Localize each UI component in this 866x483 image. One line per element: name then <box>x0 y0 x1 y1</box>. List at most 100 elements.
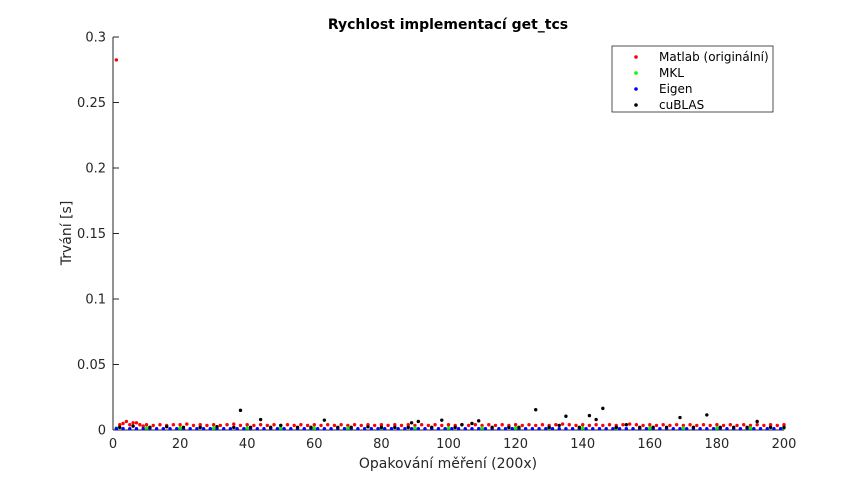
data-point-mkl <box>513 426 518 430</box>
data-point-eigen <box>604 426 608 431</box>
data-point-matlab <box>688 423 692 427</box>
data-point-eigen <box>725 426 729 431</box>
data-point-eigen <box>537 426 541 431</box>
data-point-cublas <box>118 425 122 430</box>
data-point-matlab <box>138 423 142 427</box>
data-point-matlab <box>299 423 303 427</box>
data-point-matlab <box>352 423 357 427</box>
data-point-matlab <box>433 423 437 427</box>
data-point-mkl <box>279 426 283 430</box>
data-point-eigen <box>631 426 635 431</box>
data-points <box>114 58 786 431</box>
data-point-mkl <box>480 426 484 430</box>
data-point-eigen <box>154 426 159 431</box>
y-tick-label: 0.25 <box>77 96 106 111</box>
data-point-matlab <box>440 423 444 428</box>
data-point-matlab <box>513 423 518 427</box>
data-point-matlab <box>312 423 316 427</box>
data-point-mkl <box>581 426 585 430</box>
data-point-matlab <box>708 423 712 428</box>
data-point-matlab <box>238 423 243 428</box>
y-ticks: 0 0.05 0.1 0.15 0.2 0.25 0.3 <box>77 31 119 439</box>
x-tick-label: 0 <box>109 437 117 452</box>
data-point-eigen <box>698 426 702 431</box>
data-point-eigen <box>409 426 414 431</box>
data-point-eigen <box>416 426 421 431</box>
data-point-eigen <box>470 426 474 431</box>
data-point-matlab <box>634 423 639 427</box>
data-point-matlab <box>674 423 679 427</box>
legend: Matlab (originální) MKL Eigen cuBLAS <box>611 45 774 113</box>
x-tick-label: 100 <box>436 437 461 452</box>
y-tick-label: 0 <box>98 424 106 439</box>
data-point-cublas <box>416 419 421 424</box>
data-point-matlab <box>131 421 135 425</box>
data-point-matlab <box>768 423 773 427</box>
data-point-matlab <box>728 423 733 427</box>
data-point-eigen <box>222 426 226 431</box>
data-point-cublas <box>309 425 313 430</box>
data-point-cublas <box>148 425 152 430</box>
data-point-eigen <box>591 426 595 431</box>
data-point-matlab <box>413 423 417 428</box>
data-point-matlab <box>128 423 132 427</box>
data-point-matlab <box>721 423 726 428</box>
data-point-matlab <box>379 423 384 427</box>
data-point-matlab <box>527 423 531 427</box>
data-point-cublas <box>705 413 709 417</box>
data-point-eigen <box>644 426 649 431</box>
data-point-matlab <box>480 423 484 428</box>
data-point-matlab <box>627 422 632 426</box>
data-point-cublas <box>547 425 551 430</box>
x-tick-label: 20 <box>172 437 189 452</box>
data-point-eigen <box>772 426 776 431</box>
data-point-matlab <box>121 421 125 426</box>
data-point-eigen <box>530 426 535 431</box>
data-point-eigen <box>128 426 132 431</box>
y-tick-label: 0.2 <box>85 162 106 177</box>
legend-marker <box>634 71 638 75</box>
data-point-matlab <box>272 423 276 427</box>
data-point-matlab <box>252 423 256 428</box>
data-point-matlab <box>735 423 739 428</box>
data-point-eigen <box>503 426 508 431</box>
data-point-matlab <box>151 423 155 428</box>
y-tick-label: 0.15 <box>77 227 106 242</box>
data-point-cublas <box>638 425 642 430</box>
data-point-matlab <box>285 423 290 427</box>
data-point-eigen <box>597 426 602 431</box>
y-tick-label: 0.05 <box>77 358 106 373</box>
data-point-cublas <box>295 425 300 430</box>
x-tick-label: 160 <box>637 437 662 452</box>
data-point-cublas <box>470 421 474 426</box>
data-point-matlab <box>654 423 659 428</box>
data-point-cublas <box>453 425 457 430</box>
data-point-matlab <box>292 423 296 428</box>
data-point-cublas <box>349 425 353 430</box>
x-tick-label: 180 <box>704 437 729 452</box>
data-point-matlab <box>124 419 129 424</box>
data-point-eigen <box>564 426 568 431</box>
data-point-matlab <box>419 423 424 427</box>
data-point-eigen <box>617 426 622 431</box>
data-point-matlab <box>775 423 779 428</box>
data-point-cublas <box>198 425 202 430</box>
data-point-eigen <box>376 426 380 431</box>
data-point-matlab <box>141 424 145 428</box>
data-point-cublas <box>164 425 169 429</box>
data-point-eigen <box>483 426 488 431</box>
data-point-eigen <box>275 426 280 431</box>
data-point-cublas <box>268 425 273 430</box>
data-point-matlab <box>245 423 249 427</box>
data-point-matlab <box>232 422 236 426</box>
data-point-matlab <box>601 423 605 428</box>
data-point-cublas <box>614 425 618 430</box>
data-point-eigen <box>476 426 481 431</box>
data-point-matlab <box>587 423 592 428</box>
legend-label: Eigen <box>659 82 693 96</box>
data-point-matlab <box>326 423 330 427</box>
data-point-cublas <box>577 425 582 430</box>
data-point-cublas <box>430 425 434 430</box>
data-point-eigen <box>678 426 682 431</box>
data-point-eigen <box>235 426 239 431</box>
